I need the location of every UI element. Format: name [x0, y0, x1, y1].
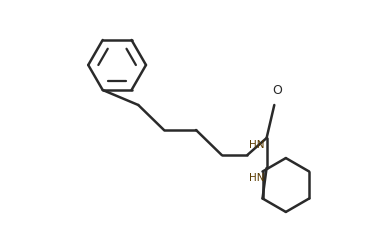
Text: HN: HN [249, 140, 265, 150]
Text: HN: HN [249, 173, 265, 183]
Text: O: O [272, 84, 282, 97]
